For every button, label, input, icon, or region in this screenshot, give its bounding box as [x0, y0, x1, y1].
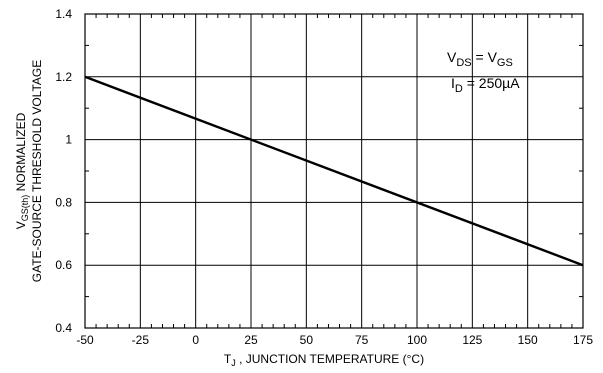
- y-tick-label: 0.6: [55, 258, 72, 272]
- y-axis-label-line1: VGS(th) NORMALIZED: [14, 112, 30, 229]
- series-group: [84, 75, 584, 267]
- minor-ticks: [85, 14, 583, 328]
- x-tick-label: 175: [573, 333, 593, 347]
- x-tick-labels: -50 -25 0 25 50 75 100 125 150 175: [76, 333, 593, 347]
- y-tick-label: 0.8: [55, 195, 72, 209]
- x-axis-label: TJ , JUNCTION TEMPERATURE (°C): [224, 352, 424, 368]
- y-axis-label-line2: GATE-SOURCE THRESHOLD VOLTAGE: [30, 60, 44, 282]
- y-tick-label: 0.4: [55, 321, 72, 335]
- y-tick-label: 1: [65, 133, 72, 147]
- x-tick-label: 100: [407, 333, 427, 347]
- x-tick-label: 0: [192, 333, 199, 347]
- plot-frame: [84, 13, 584, 329]
- x-tick-label: 25: [244, 333, 258, 347]
- x-tick-label: 150: [518, 333, 538, 347]
- x-tick-label: 125: [462, 333, 482, 347]
- annotation-vds: VDS = VGS: [447, 49, 513, 69]
- y-tick-labels: 0.4 0.6 0.8 1 1.2 1.4: [55, 7, 72, 335]
- grid: [85, 14, 583, 328]
- y-tick-label: 1.2: [55, 70, 72, 84]
- x-tick-label: 75: [355, 333, 369, 347]
- x-tick-label: -25: [132, 333, 150, 347]
- series-line: [84, 75, 584, 267]
- x-tick-label: 50: [300, 333, 314, 347]
- annotation-id: ID = 250µA: [451, 75, 520, 95]
- y-tick-label: 1.4: [55, 7, 72, 21]
- x-tick-label: -50: [76, 333, 94, 347]
